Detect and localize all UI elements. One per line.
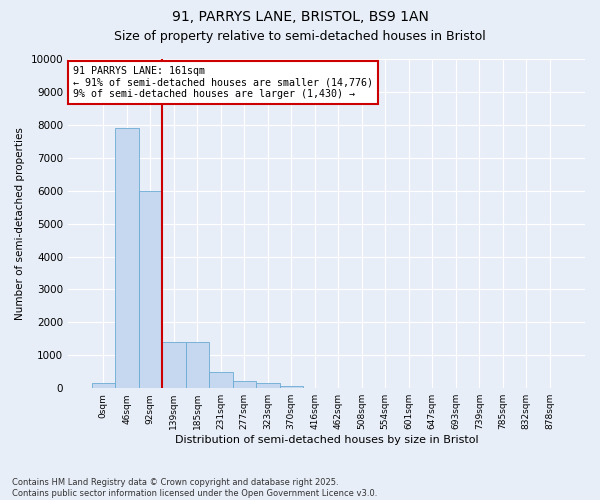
X-axis label: Distribution of semi-detached houses by size in Bristol: Distribution of semi-detached houses by …	[175, 435, 478, 445]
Text: 91, PARRYS LANE, BRISTOL, BS9 1AN: 91, PARRYS LANE, BRISTOL, BS9 1AN	[172, 10, 428, 24]
Y-axis label: Number of semi-detached properties: Number of semi-detached properties	[15, 127, 25, 320]
Bar	[162, 342, 185, 388]
Bar	[280, 386, 303, 388]
Bar	[139, 190, 162, 388]
Bar	[92, 384, 115, 388]
Bar	[256, 384, 280, 388]
Bar	[233, 380, 256, 388]
Text: Contains HM Land Registry data © Crown copyright and database right 2025.
Contai: Contains HM Land Registry data © Crown c…	[12, 478, 377, 498]
Bar	[185, 342, 209, 388]
Text: 91 PARRYS LANE: 161sqm
← 91% of semi-detached houses are smaller (14,776)
9% of : 91 PARRYS LANE: 161sqm ← 91% of semi-det…	[73, 66, 373, 99]
Bar	[209, 372, 233, 388]
Text: Size of property relative to semi-detached houses in Bristol: Size of property relative to semi-detach…	[114, 30, 486, 43]
Bar	[115, 128, 139, 388]
